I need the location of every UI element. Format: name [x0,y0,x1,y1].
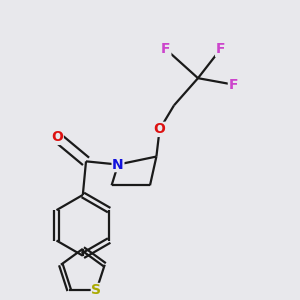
Text: O: O [51,130,63,144]
Text: O: O [154,122,166,136]
Text: N: N [112,158,124,172]
Text: F: F [216,42,225,56]
Text: F: F [161,42,171,56]
Text: F: F [228,78,238,92]
Text: S: S [92,284,101,298]
